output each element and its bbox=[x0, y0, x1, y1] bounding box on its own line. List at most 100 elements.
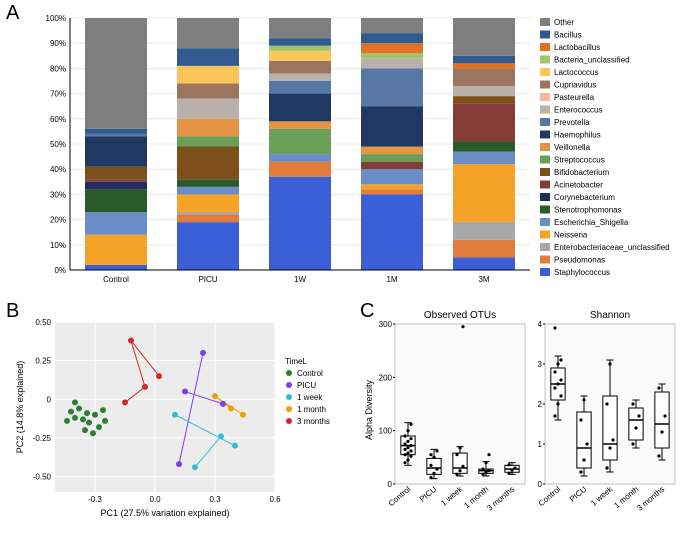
scatter-point bbox=[122, 399, 128, 405]
bar-seg bbox=[269, 51, 331, 61]
bar-seg bbox=[269, 94, 331, 122]
svg-text:0: 0 bbox=[538, 480, 543, 489]
jitter-pt bbox=[461, 325, 464, 328]
jitter-pt bbox=[432, 472, 435, 475]
legend-swatch bbox=[540, 256, 550, 264]
legend-swatch bbox=[540, 243, 550, 251]
bar-seg bbox=[453, 152, 515, 165]
jitter-pt bbox=[579, 418, 582, 421]
scatter-point bbox=[86, 419, 92, 425]
plot-bg bbox=[55, 322, 275, 492]
bar-seg bbox=[361, 43, 423, 53]
box bbox=[629, 408, 643, 440]
svg-text:3: 3 bbox=[538, 360, 543, 369]
svg-text:60%: 60% bbox=[50, 115, 66, 124]
svg-text:Haemophilus: Haemophilus bbox=[554, 131, 601, 140]
legend-swatch bbox=[540, 156, 550, 164]
jitter-pt bbox=[663, 414, 666, 417]
jitter-pt bbox=[510, 469, 513, 472]
svg-text:10%: 10% bbox=[50, 241, 66, 250]
svg-text:Enterococcus: Enterococcus bbox=[554, 106, 602, 115]
jitter-pt bbox=[487, 469, 490, 472]
scatter-point bbox=[172, 412, 178, 418]
bar-seg bbox=[269, 18, 331, 38]
bar-seg bbox=[177, 194, 239, 212]
scatter-point bbox=[76, 406, 82, 412]
scatter-point bbox=[100, 407, 106, 413]
bar-seg bbox=[453, 164, 515, 222]
jitter-pt bbox=[559, 378, 562, 381]
scatter-point bbox=[142, 384, 148, 390]
svg-text:4: 4 bbox=[538, 320, 543, 329]
svg-text:Staphylococcus: Staphylococcus bbox=[554, 268, 610, 277]
jitter-pt bbox=[556, 402, 559, 405]
legend-swatch bbox=[540, 68, 550, 76]
scatter-point bbox=[72, 415, 78, 421]
bar-seg bbox=[85, 136, 147, 166]
jitter-pt bbox=[403, 453, 406, 456]
scatter-point bbox=[102, 418, 108, 424]
legend-swatch bbox=[540, 93, 550, 101]
svg-text:0: 0 bbox=[388, 480, 393, 489]
bar-seg bbox=[453, 86, 515, 96]
scatter-point bbox=[68, 409, 74, 415]
svg-text:Pasteurella: Pasteurella bbox=[554, 93, 595, 102]
bar-seg bbox=[269, 38, 331, 46]
jitter-pt bbox=[611, 438, 614, 441]
bar-seg bbox=[453, 257, 515, 270]
bar-seg bbox=[453, 222, 515, 240]
jitter-pt bbox=[605, 402, 608, 405]
bar-seg bbox=[361, 154, 423, 162]
scatter-point bbox=[156, 373, 162, 379]
jitter-pt bbox=[553, 370, 556, 373]
jitter-pt bbox=[403, 442, 406, 445]
bar-seg bbox=[85, 18, 147, 129]
bar-seg bbox=[85, 179, 147, 182]
jitter-pt bbox=[657, 454, 660, 457]
bar-seg bbox=[85, 189, 147, 212]
legend-swatch bbox=[540, 193, 550, 201]
jitter-pt bbox=[559, 394, 562, 397]
jitter-pt bbox=[409, 444, 412, 447]
svg-text:2: 2 bbox=[538, 400, 543, 409]
scatter-point bbox=[84, 410, 90, 416]
svg-text:1W: 1W bbox=[294, 275, 306, 284]
jitter-pt bbox=[406, 458, 409, 461]
jitter-pt bbox=[579, 470, 582, 473]
legend-swatch bbox=[540, 131, 550, 139]
legend-swatch bbox=[540, 268, 550, 276]
scatter-point bbox=[240, 412, 246, 418]
svg-text:3M: 3M bbox=[478, 275, 489, 284]
bar-seg bbox=[453, 68, 515, 86]
bar-seg bbox=[85, 134, 147, 137]
bar-seg bbox=[269, 61, 331, 74]
bar-seg bbox=[269, 154, 331, 162]
svg-text:Acinetobacter: Acinetobacter bbox=[554, 181, 603, 190]
bar-seg bbox=[177, 136, 239, 146]
legend-swatch bbox=[540, 118, 550, 126]
jitter-pt bbox=[657, 386, 660, 389]
jitter-pt bbox=[406, 451, 409, 454]
svg-text:Neisseria: Neisseria bbox=[554, 231, 588, 240]
svg-text:3 months: 3 months bbox=[485, 485, 516, 513]
scatter-point bbox=[220, 401, 226, 407]
svg-text:PICU: PICU bbox=[568, 485, 589, 504]
jitter-pt bbox=[435, 449, 438, 452]
legend-swatch bbox=[540, 18, 550, 26]
legend-swatch bbox=[540, 218, 550, 226]
bar-seg bbox=[361, 106, 423, 146]
jitter-pt bbox=[455, 453, 458, 456]
bar-seg bbox=[361, 184, 423, 189]
jitter-pt bbox=[556, 362, 559, 365]
bar-seg bbox=[361, 53, 423, 58]
svg-text:Control: Control bbox=[297, 369, 323, 378]
scatter-point bbox=[200, 350, 206, 356]
jitter-pt bbox=[458, 446, 461, 449]
svg-text:3 months: 3 months bbox=[635, 485, 666, 513]
svg-text:0.3: 0.3 bbox=[209, 495, 221, 504]
svg-text:Lactococcus: Lactococcus bbox=[554, 68, 598, 77]
jitter-pt bbox=[429, 453, 432, 456]
legend-swatch bbox=[540, 231, 550, 239]
scatter-point bbox=[212, 393, 218, 399]
bar-seg bbox=[177, 212, 239, 215]
